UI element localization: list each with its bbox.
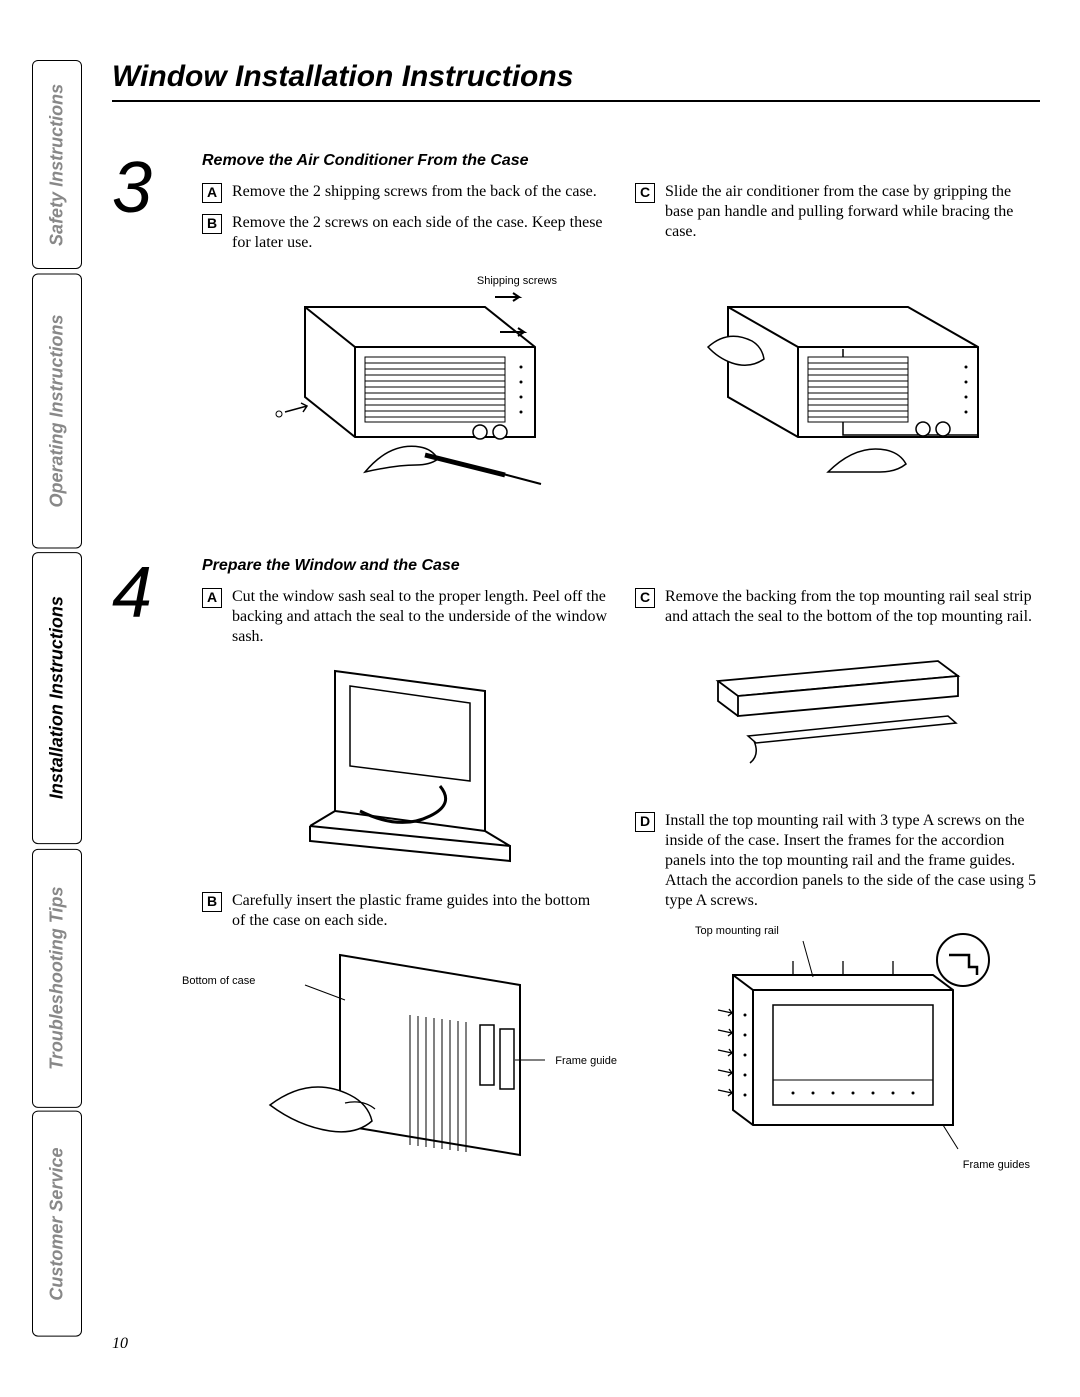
letter-box: A — [202, 588, 222, 608]
instr-text: Remove the 2 screws on each side of the … — [232, 213, 607, 253]
step3-left-col: A Remove the 2 shipping screws from the … — [202, 182, 607, 263]
step4-left-col: A Cut the window sash seal to the proper… — [202, 587, 607, 1215]
letter-box: C — [635, 183, 655, 203]
tab-troubleshooting[interactable]: Troubleshooting Tips — [32, 849, 82, 1108]
diagram-4b: Bottom of case Frame guide — [202, 945, 607, 1195]
callout-bottom-of-case: Bottom of case — [182, 975, 255, 987]
tab-safety[interactable]: Safety Instructions — [32, 60, 82, 269]
page-title: Window Installation Instructions — [112, 60, 1040, 102]
diagram-4a — [202, 661, 607, 871]
step3-right-col: C Slide the air conditioner from the cas… — [635, 182, 1040, 263]
instr-3b: B Remove the 2 screws on each side of th… — [202, 213, 607, 253]
letter-box: B — [202, 214, 222, 234]
diagram-3-right — [635, 277, 1040, 497]
tab-operating[interactable]: Operating Instructions — [32, 273, 82, 548]
diagram-3-left: Shipping screws — [202, 277, 607, 497]
instr-text: Cut the window sash seal to the proper l… — [232, 587, 607, 647]
tab-installation[interactable]: Installation Instructions — [32, 552, 82, 844]
letter-box: A — [202, 183, 222, 203]
page-number: 10 — [112, 1335, 128, 1353]
instr-4a: A Cut the window sash seal to the proper… — [202, 587, 607, 647]
instr-text: Install the top mounting rail with 3 typ… — [665, 811, 1040, 911]
letter-box: B — [202, 892, 222, 912]
step-3: 3 Remove the Air Conditioner From the Ca… — [112, 152, 1040, 517]
callout-frame-guides: Frame guides — [963, 1159, 1030, 1171]
instr-3c: C Slide the air conditioner from the cas… — [635, 182, 1040, 242]
callout-top-mounting-rail: Top mounting rail — [695, 925, 779, 937]
diagram-4c — [635, 641, 1040, 791]
instr-4b: B Carefully insert the plastic frame gui… — [202, 891, 607, 931]
tab-customer-service[interactable]: Customer Service — [32, 1111, 82, 1337]
instr-3a: A Remove the 2 shipping screws from the … — [202, 182, 607, 203]
instr-text: Carefully insert the plastic frame guide… — [232, 891, 607, 931]
step-4: 4 Prepare the Window and the Case A Cut … — [112, 557, 1040, 1215]
step-number: 4 — [112, 557, 202, 1215]
callout-shipping-screws: Shipping screws — [477, 275, 557, 287]
instr-text: Remove the 2 shipping screws from the ba… — [232, 182, 607, 202]
step4-right-col: C Remove the backing from the top mounti… — [635, 587, 1040, 1215]
side-tabs: Safety Instructions Operating Instructio… — [32, 60, 82, 1337]
instr-text: Slide the air conditioner from the case … — [665, 182, 1040, 242]
instr-4d: D Install the top mounting rail with 3 t… — [635, 811, 1040, 911]
callout-frame-guide: Frame guide — [555, 1055, 617, 1067]
step-number: 3 — [112, 152, 202, 517]
step-title: Remove the Air Conditioner From the Case — [202, 152, 1040, 170]
letter-box: C — [635, 588, 655, 608]
letter-box: D — [635, 812, 655, 832]
step-title: Prepare the Window and the Case — [202, 557, 1040, 575]
instr-4c: C Remove the backing from the top mounti… — [635, 587, 1040, 627]
diagram-4d: Top mounting rail Frame guides — [635, 925, 1040, 1165]
instr-text: Remove the backing from the top mounting… — [665, 587, 1040, 627]
